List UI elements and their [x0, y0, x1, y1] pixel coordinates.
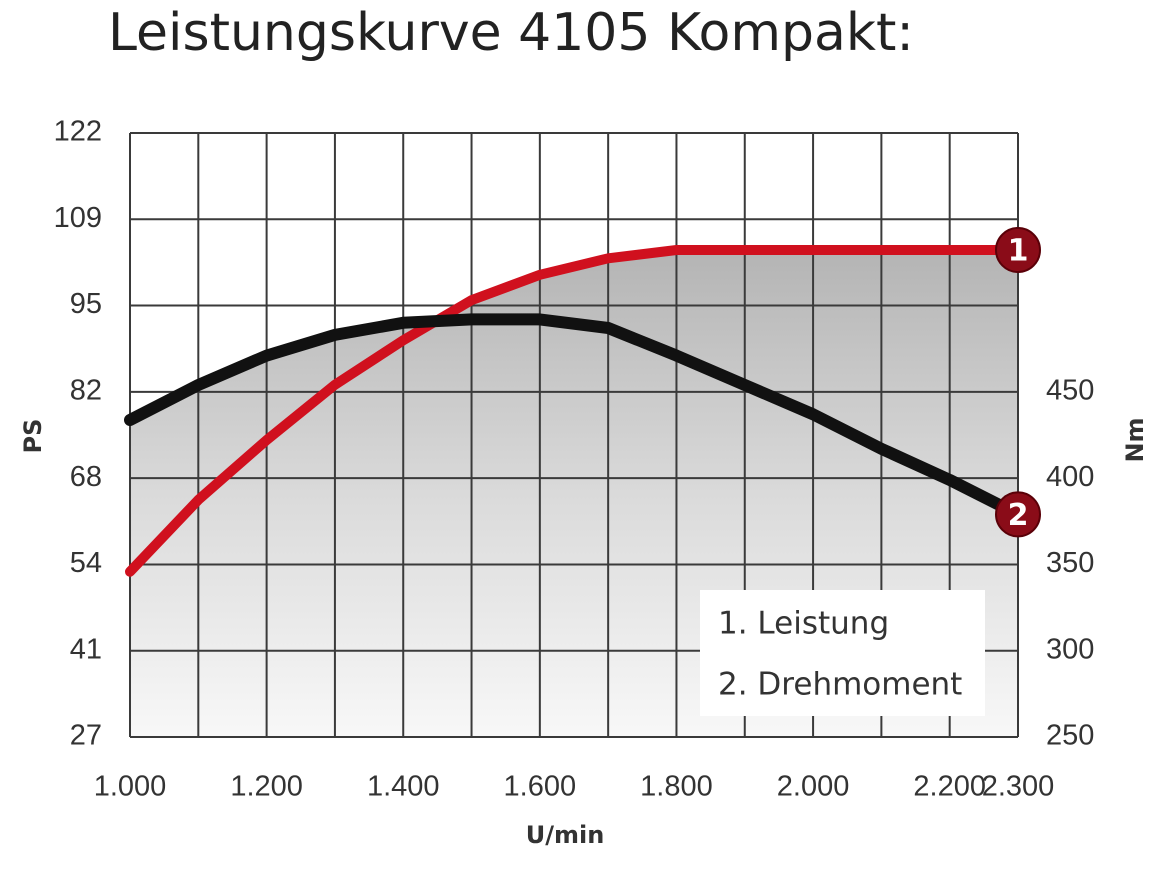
y-tick-label: 82 — [70, 374, 102, 406]
y-tick-label: 54 — [70, 547, 102, 579]
y2-tick-label: 300 — [1046, 633, 1094, 665]
y-tick-label: 109 — [54, 202, 102, 234]
legend-label: 2. Drehmoment — [718, 667, 962, 703]
legend-box — [700, 590, 985, 716]
end-marker-label: 1 — [1008, 233, 1029, 268]
y2-tick-label: 400 — [1046, 461, 1094, 493]
y-tick-label: 95 — [70, 288, 102, 320]
y-tick-label: 122 — [54, 116, 102, 148]
lines: 12 — [124, 226, 1041, 577]
y-tick-label: 41 — [70, 633, 102, 665]
y2-tick-label: 250 — [1046, 720, 1094, 752]
x-tick-label: 1.400 — [367, 771, 440, 803]
y-axis-label: PS — [19, 419, 47, 454]
line — [124, 313, 1024, 521]
x-tick-label: 1.000 — [94, 771, 167, 803]
end-marker-label: 2 — [1008, 498, 1029, 533]
y2-tick-label: 450 — [1046, 375, 1094, 407]
end-marker — [995, 226, 1041, 273]
legend: 1. Leistung 2. Drehmoment — [700, 590, 985, 716]
x-tick-label: 1.200 — [230, 771, 303, 803]
x-tick-label: 1.600 — [504, 771, 577, 803]
y2-tick-label: 350 — [1046, 547, 1094, 579]
x-axis-label: U/min — [526, 821, 605, 849]
chart-title: Leistungskurve 4105 Kompakt: — [108, 3, 914, 63]
line — [125, 245, 1023, 577]
y-tick-label: 27 — [70, 720, 102, 752]
x-tick-label: 2.300 — [982, 771, 1055, 803]
x-tick-label: 2.200 — [913, 771, 986, 803]
y2-axis-label: Nm — [1121, 417, 1149, 462]
end-marker — [995, 491, 1041, 538]
x-tick-label: 1.800 — [640, 771, 713, 803]
legend-label: 1. Leistung — [718, 606, 889, 642]
x-tick-label: 2.000 — [777, 771, 850, 803]
y-tick-label: 68 — [70, 461, 102, 493]
